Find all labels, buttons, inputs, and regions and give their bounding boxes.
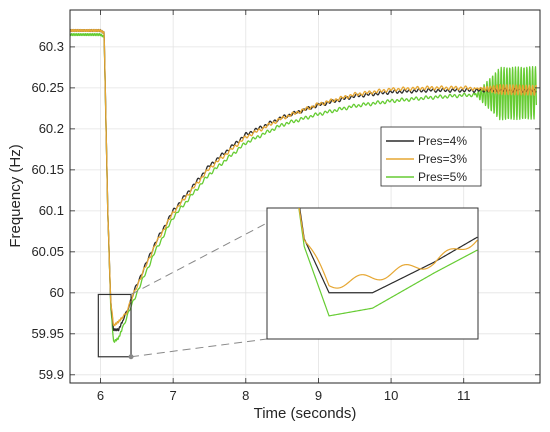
legend-label-pres-3: Pres=3% — [418, 152, 467, 166]
y-tick-label: 60.1 — [39, 203, 64, 218]
y-tick-label: 60 — [50, 285, 64, 300]
x-tick-label: 8 — [242, 388, 249, 403]
series-lines — [69, 28, 538, 343]
y-tick-label: 59.9 — [39, 367, 64, 382]
x-tick-label: 9 — [315, 388, 322, 403]
y-tick-label: 60.2 — [39, 121, 64, 136]
zoom-connector-bottom — [130, 338, 268, 358]
zoom-callout — [97, 207, 479, 360]
legend-label-pres-5: Pres=5% — [418, 170, 467, 184]
x-tick-label: 10 — [384, 388, 398, 403]
series-line-pres-5- — [69, 32, 538, 343]
x-axis-label: Time (seconds) — [254, 405, 357, 422]
zoom-source-box — [97, 293, 132, 358]
plot-frame — [69, 9, 541, 384]
zoom-inset-line-pres-5- — [298, 208, 478, 317]
legend: Pres=4% Pres=3% Pres=5% — [380, 126, 482, 187]
zoom-anchor-dot — [128, 354, 134, 360]
zoom-inset-line-pres-3- — [298, 208, 478, 289]
y-tick-label: 60.15 — [31, 162, 64, 177]
y-tick-label: 60.25 — [31, 80, 64, 95]
x-tick-label: 11 — [457, 388, 471, 403]
x-tick-label: 7 — [170, 388, 177, 403]
x-tick-label: 6 — [97, 388, 104, 403]
series-line-pres-3- — [69, 28, 538, 327]
y-axis-label: Frequency (Hz) — [7, 144, 24, 247]
y-tick-label: 60.05 — [31, 244, 64, 259]
legend-box — [380, 126, 482, 187]
axis-ticks: 6 7 8 9 10 11 59.9 59.95 60 60.05 60.1 60.15 60.2 60.… — [31, 10, 540, 403]
zoom-inset-box — [266, 207, 479, 340]
legend-label-pres-4: Pres=4% — [418, 134, 467, 148]
y-tick-label: 60.3 — [39, 39, 64, 54]
y-tick-label: 59.95 — [31, 326, 64, 341]
